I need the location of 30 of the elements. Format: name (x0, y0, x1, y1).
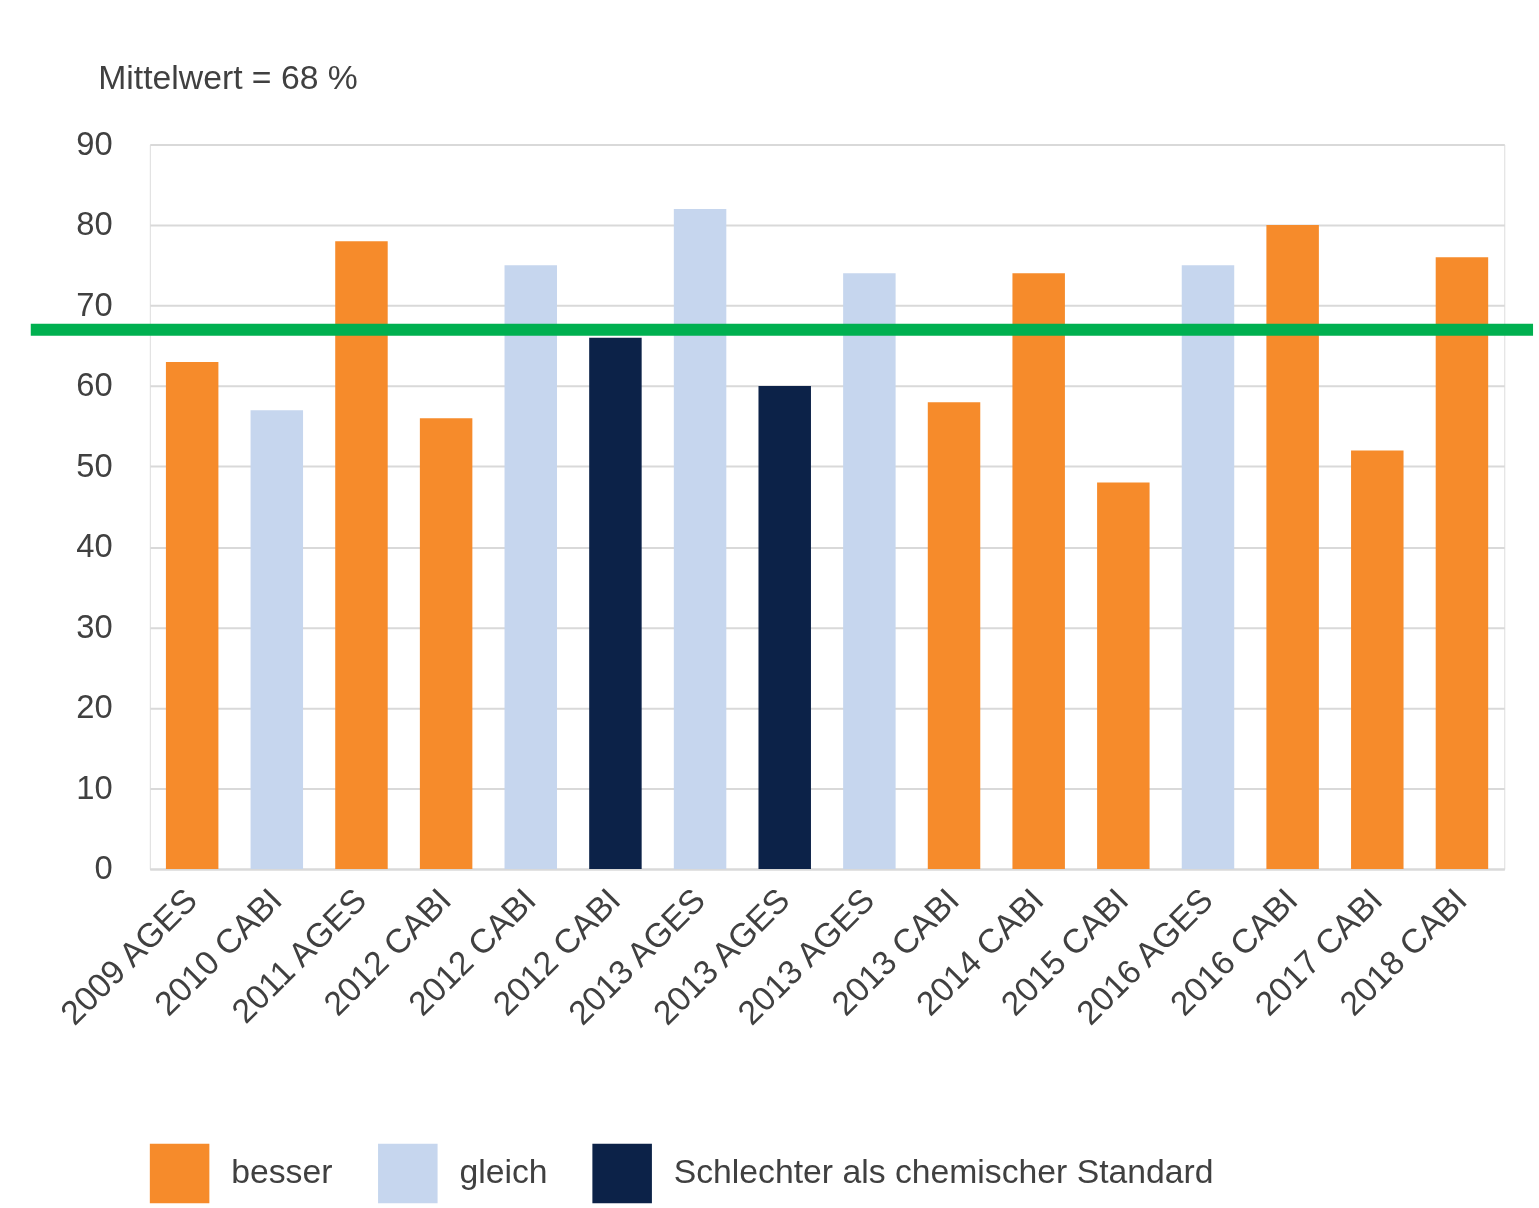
bar (1181, 265, 1235, 869)
bar (1351, 450, 1404, 869)
legend-label: Schlechter als chemischer Standard (673, 1152, 1214, 1191)
y-tick-label: 40 (76, 527, 113, 565)
bar (1012, 273, 1065, 869)
y-tick-label: 80 (76, 205, 113, 243)
bar (843, 273, 896, 869)
y-tick-label: 70 (76, 285, 113, 323)
y-tick-label: 20 (76, 688, 113, 726)
text: Mittelwert = 68 % (98, 58, 358, 97)
legend-label: gleich (459, 1152, 548, 1191)
bar (758, 386, 811, 869)
bar (927, 402, 981, 869)
y-tick-label: 10 (76, 768, 113, 806)
bar (589, 337, 642, 869)
bar (1266, 225, 1319, 869)
legend-label: besser (231, 1152, 333, 1191)
y-tick-label: 50 (76, 446, 113, 484)
y-tick-label: 30 (76, 607, 113, 645)
bar (1435, 257, 1489, 869)
bar (504, 265, 558, 869)
bar (335, 241, 388, 869)
y-tick-label: 60 (76, 366, 113, 404)
bar (250, 410, 304, 869)
bar (165, 361, 219, 869)
y-tick-label: 0 (94, 849, 113, 887)
bar (1097, 482, 1150, 869)
y-tick-label: 90 (76, 125, 113, 162)
bar (419, 418, 473, 869)
bar (673, 208, 727, 869)
